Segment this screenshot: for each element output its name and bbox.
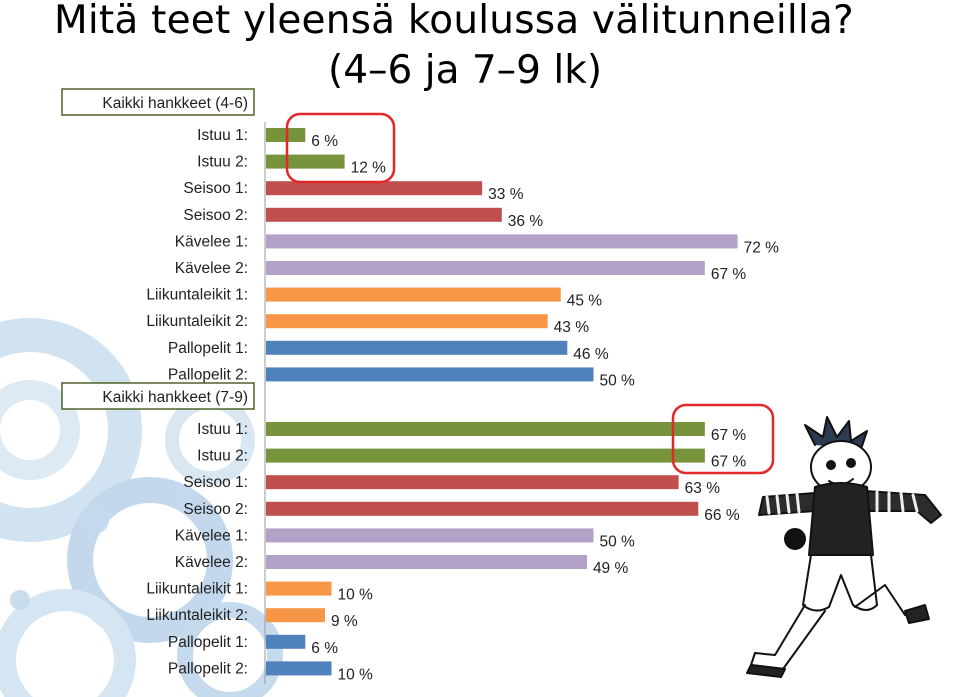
category-label: Kävelee 1:: [175, 233, 248, 250]
bar: [266, 555, 587, 569]
group-header-label: Kaikki hankkeet (4-6): [102, 95, 248, 112]
group-header-box: [61, 382, 255, 410]
bar: [266, 448, 705, 463]
data-label: 6 %: [311, 133, 338, 150]
bar: [266, 501, 699, 516]
bar: [266, 340, 568, 355]
highlight-box-7-9: [671, 403, 775, 475]
page-title-line2: (4–6 ja 7–9 lk): [328, 48, 603, 93]
bar: [266, 422, 705, 436]
category-label: Kävelee 2:: [175, 260, 248, 277]
data-label: 9 %: [331, 613, 358, 630]
bg-ring-small-bottom: [177, 602, 283, 697]
category-label: Istuu 2:: [197, 154, 248, 171]
category-label: Pallopelit 1:: [168, 340, 248, 357]
category-label: Pallopelit 2:: [168, 660, 248, 677]
jumping-boy-illustration: [746, 416, 942, 678]
bar: [266, 128, 306, 142]
data-label: 10 %: [338, 587, 374, 604]
bar: [266, 661, 332, 676]
bg-dot: [10, 590, 30, 610]
category-label: Pallopelit 2:: [168, 366, 248, 383]
bar: [266, 314, 548, 329]
bar: [266, 528, 594, 543]
category-label: Liikuntaleikit 1:: [146, 287, 248, 304]
bar: [266, 207, 502, 222]
data-label: 49 %: [593, 560, 629, 577]
bar: [266, 154, 345, 169]
bar: [266, 287, 561, 302]
data-label: 50 %: [600, 533, 636, 550]
bg-ring-inner: [0, 380, 80, 480]
data-label: 67 %: [711, 454, 747, 471]
category-label: Kävelee 2:: [175, 554, 248, 571]
category-label: Istuu 1:: [197, 127, 248, 144]
data-label: 43 %: [554, 319, 590, 336]
category-label: Seisoo 2:: [183, 501, 248, 518]
category-label: Seisoo 2:: [183, 207, 248, 224]
data-label: 46 %: [573, 346, 609, 363]
data-label: 50 %: [600, 372, 636, 389]
category-label: Liikuntaleikit 2:: [146, 607, 248, 624]
bar: [266, 634, 306, 649]
data-label: 33 %: [488, 186, 524, 203]
bar: [266, 475, 679, 490]
highlight-box-4-6: [285, 112, 396, 184]
bg-ring-medium: [67, 477, 233, 643]
data-label: 6 %: [311, 640, 338, 657]
data-label: 12 %: [351, 160, 387, 177]
category-label: Istuu 2:: [197, 448, 248, 465]
bar: [266, 367, 594, 382]
bar: [266, 181, 483, 196]
category-label: Liikuntaleikit 1:: [146, 581, 248, 598]
data-label: 67 %: [711, 427, 747, 444]
bg-ring-large: [0, 318, 142, 542]
data-label: 67 %: [711, 266, 747, 283]
group-header-label: Kaikki hankkeet (7-9): [102, 389, 248, 406]
bar: [266, 581, 332, 596]
category-label: Seisoo 1:: [183, 474, 248, 491]
data-label: 72 %: [744, 239, 780, 256]
data-label: 66 %: [704, 507, 740, 524]
category-label: Pallopelit 1:: [168, 634, 248, 651]
data-label: 36 %: [508, 213, 544, 230]
bg-dot: [81, 506, 109, 534]
bg-ring-bottom: [0, 589, 136, 697]
data-label: 63 %: [685, 480, 721, 497]
bar: [266, 234, 738, 249]
group-header-box: [61, 88, 255, 116]
category-label: Liikuntaleikit 2:: [146, 313, 248, 330]
bg-dot: [176, 491, 194, 509]
category-label: Istuu 1:: [197, 421, 248, 438]
bar: [266, 261, 705, 275]
bar: [266, 608, 325, 623]
data-label: 45 %: [567, 293, 603, 310]
data-label: 10 %: [338, 666, 374, 683]
page-title-line1: Mitä teet yleensä koulussa välitunneilla…: [54, 0, 854, 43]
category-label: Kävelee 1:: [175, 527, 248, 544]
category-label: Seisoo 1:: [183, 180, 248, 197]
